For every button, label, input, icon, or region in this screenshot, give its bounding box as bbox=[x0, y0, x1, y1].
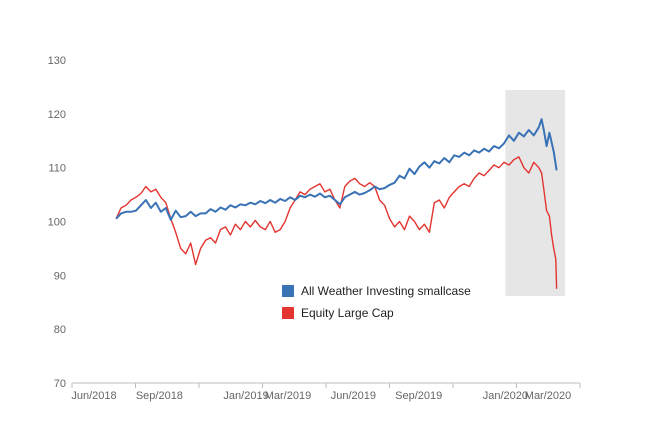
x-tick-label: Jun/2019 bbox=[331, 390, 376, 402]
x-tick-label: Mar/2020 bbox=[525, 390, 571, 402]
x-tick-label: Jan/2020 bbox=[483, 390, 528, 402]
y-tick-label: 90 bbox=[54, 270, 66, 282]
x-tick-label: Jun/2018 bbox=[71, 390, 116, 402]
x-tick-label: Mar/2019 bbox=[265, 390, 311, 402]
y-tick-label: 110 bbox=[48, 163, 66, 175]
x-tick-label: Jan/2019 bbox=[223, 390, 268, 402]
y-axis: 70 80 90 100 110 120 130 bbox=[48, 55, 66, 390]
y-tick-label: 80 bbox=[54, 324, 66, 336]
legend-swatch bbox=[282, 285, 294, 297]
legend-label: Equity Large Cap bbox=[301, 306, 394, 320]
series-group bbox=[115, 118, 558, 289]
y-tick-label: 100 bbox=[48, 217, 66, 229]
legend: All Weather Investing smallcase Equity La… bbox=[282, 284, 471, 320]
legend-swatch bbox=[282, 307, 294, 319]
legend-label: All Weather Investing smallcase bbox=[301, 284, 471, 298]
y-tick-label: 120 bbox=[48, 109, 66, 121]
series-line-all-weather bbox=[115, 118, 558, 221]
series-line-equity-large-cap bbox=[115, 156, 558, 289]
y-tick-label: 70 bbox=[54, 378, 66, 390]
y-tick-label: 130 bbox=[48, 55, 66, 67]
x-tick-label: Sep/2019 bbox=[395, 390, 442, 402]
highlight-region bbox=[505, 90, 566, 296]
x-tick-label: Sep/2018 bbox=[136, 390, 183, 402]
